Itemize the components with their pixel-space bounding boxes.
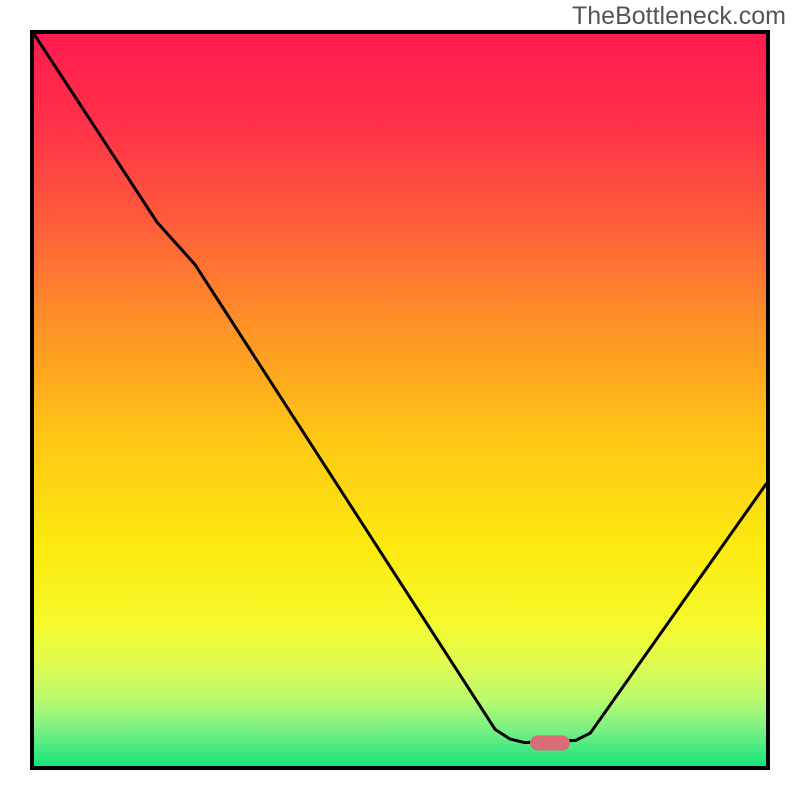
bottleneck-curve	[34, 34, 766, 766]
chart-frame: TheBottleneck.com	[0, 0, 800, 800]
plot-area	[30, 30, 770, 770]
watermark-text: TheBottleneck.com	[572, 2, 786, 31]
optimum-marker	[530, 735, 570, 750]
curve-polyline	[34, 34, 766, 743]
